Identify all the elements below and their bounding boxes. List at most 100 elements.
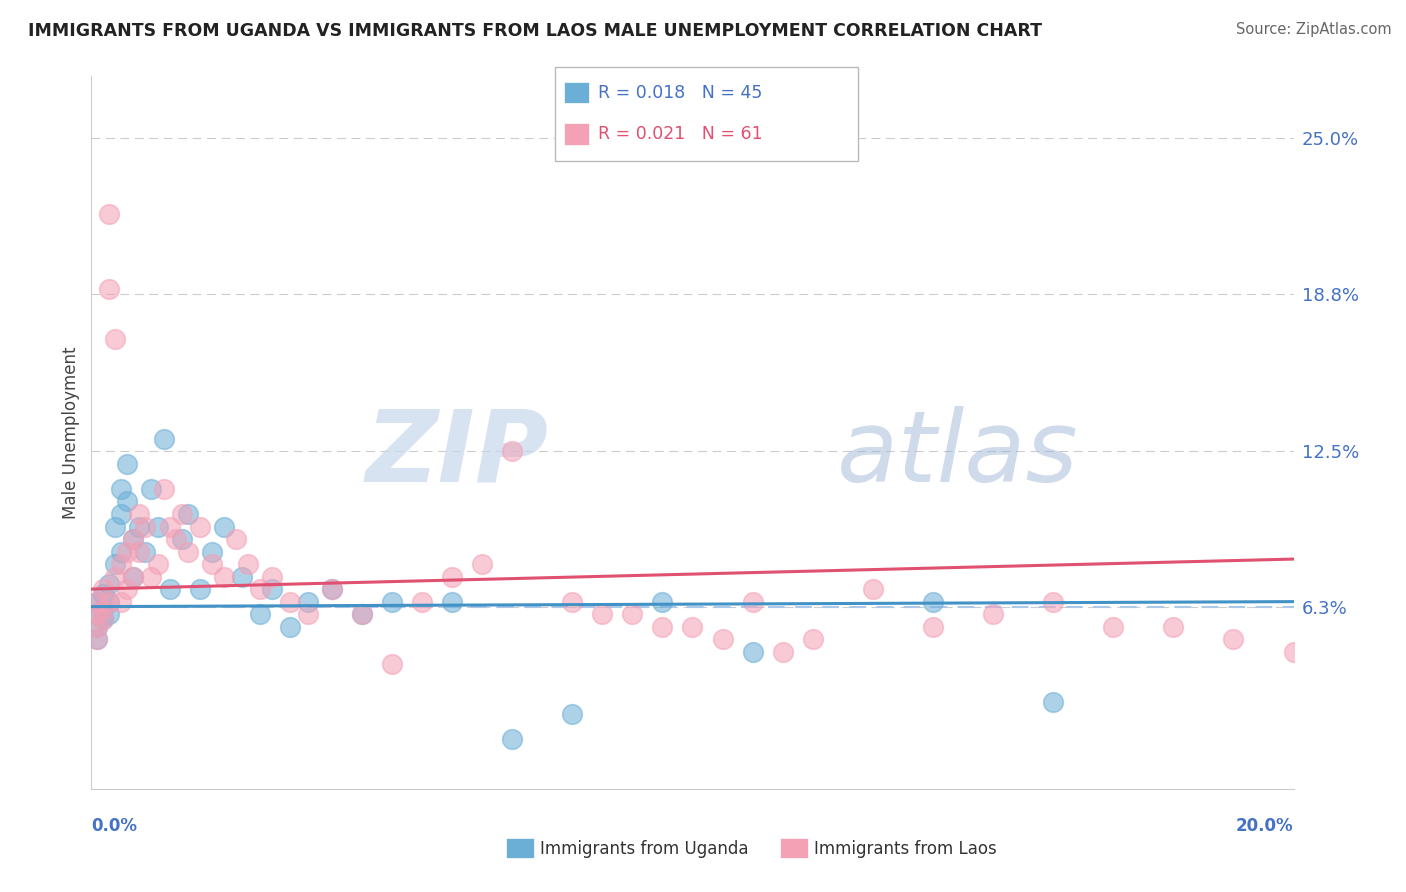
Point bbox=[104, 519, 127, 533]
Point bbox=[93, 612, 115, 626]
Point bbox=[922, 594, 945, 608]
Point bbox=[741, 645, 763, 659]
Point bbox=[651, 620, 673, 634]
Point bbox=[201, 557, 224, 571]
Point bbox=[297, 607, 319, 622]
Point bbox=[621, 607, 644, 622]
Point bbox=[501, 732, 523, 747]
Point bbox=[141, 569, 163, 583]
Point bbox=[104, 332, 127, 346]
Point bbox=[165, 532, 187, 546]
Text: atlas: atlas bbox=[837, 406, 1078, 502]
Point bbox=[862, 582, 884, 596]
Point bbox=[681, 620, 703, 634]
Point bbox=[86, 632, 108, 647]
Point bbox=[170, 532, 193, 546]
Point bbox=[321, 582, 343, 596]
Point bbox=[297, 594, 319, 608]
Point bbox=[350, 607, 373, 622]
Point bbox=[86, 607, 108, 622]
Point bbox=[134, 519, 156, 533]
Point bbox=[122, 532, 145, 546]
Point bbox=[93, 582, 115, 596]
Point bbox=[128, 519, 150, 533]
Point bbox=[110, 544, 132, 558]
Point bbox=[741, 594, 763, 608]
Text: IMMIGRANTS FROM UGANDA VS IMMIGRANTS FROM LAOS MALE UNEMPLOYMENT CORRELATION CHA: IMMIGRANTS FROM UGANDA VS IMMIGRANTS FRO… bbox=[28, 22, 1042, 40]
Point bbox=[86, 620, 108, 634]
Point bbox=[152, 432, 174, 446]
Text: 0.0%: 0.0% bbox=[91, 817, 138, 835]
Point bbox=[141, 482, 163, 496]
Point bbox=[98, 577, 121, 591]
Point bbox=[260, 582, 283, 596]
Point bbox=[260, 569, 283, 583]
Point bbox=[98, 282, 121, 296]
Point bbox=[146, 557, 169, 571]
Point bbox=[249, 582, 271, 596]
Point bbox=[117, 582, 139, 596]
Y-axis label: Male Unemployment: Male Unemployment bbox=[62, 346, 80, 519]
Point bbox=[188, 582, 211, 596]
Point bbox=[159, 582, 181, 596]
Point bbox=[128, 544, 150, 558]
Point bbox=[278, 594, 301, 608]
Text: R = 0.018   N = 45: R = 0.018 N = 45 bbox=[598, 84, 762, 102]
Point bbox=[212, 519, 235, 533]
Point bbox=[381, 594, 404, 608]
Point bbox=[86, 594, 108, 608]
Text: Source: ZipAtlas.com: Source: ZipAtlas.com bbox=[1236, 22, 1392, 37]
Point bbox=[110, 507, 132, 521]
Point bbox=[321, 582, 343, 596]
Point bbox=[122, 569, 145, 583]
Point bbox=[350, 607, 373, 622]
Point bbox=[152, 482, 174, 496]
Point bbox=[93, 602, 115, 616]
Point bbox=[381, 657, 404, 672]
Point bbox=[122, 569, 145, 583]
Point bbox=[159, 519, 181, 533]
Point bbox=[801, 632, 824, 647]
Point bbox=[1161, 620, 1184, 634]
Point bbox=[93, 602, 115, 616]
Point bbox=[104, 557, 127, 571]
Point bbox=[86, 594, 108, 608]
Point bbox=[93, 612, 115, 626]
Point bbox=[104, 569, 127, 583]
Point bbox=[591, 607, 613, 622]
Point bbox=[117, 544, 139, 558]
Point bbox=[471, 557, 494, 571]
Text: R = 0.021   N = 61: R = 0.021 N = 61 bbox=[598, 125, 762, 143]
Point bbox=[561, 594, 583, 608]
Point bbox=[110, 557, 132, 571]
Text: Immigrants from Uganda: Immigrants from Uganda bbox=[540, 840, 748, 858]
Point bbox=[561, 707, 583, 722]
Point bbox=[922, 620, 945, 634]
Point bbox=[98, 206, 121, 220]
Point bbox=[146, 519, 169, 533]
Point bbox=[225, 532, 247, 546]
Point bbox=[212, 569, 235, 583]
Text: Immigrants from Laos: Immigrants from Laos bbox=[814, 840, 997, 858]
Point bbox=[86, 632, 108, 647]
Point bbox=[188, 519, 211, 533]
Point bbox=[176, 507, 198, 521]
Point bbox=[122, 532, 145, 546]
Point bbox=[411, 594, 433, 608]
Text: ZIP: ZIP bbox=[366, 406, 548, 502]
Point bbox=[711, 632, 734, 647]
Point bbox=[440, 569, 463, 583]
Point bbox=[249, 607, 271, 622]
Point bbox=[176, 544, 198, 558]
Point bbox=[501, 444, 523, 458]
Point bbox=[772, 645, 794, 659]
Point bbox=[1102, 620, 1125, 634]
Point bbox=[117, 457, 139, 471]
Point bbox=[651, 594, 673, 608]
Point bbox=[110, 482, 132, 496]
Point bbox=[1222, 632, 1244, 647]
Point bbox=[98, 594, 121, 608]
Point bbox=[170, 507, 193, 521]
Point bbox=[981, 607, 1004, 622]
Text: 20.0%: 20.0% bbox=[1236, 817, 1294, 835]
